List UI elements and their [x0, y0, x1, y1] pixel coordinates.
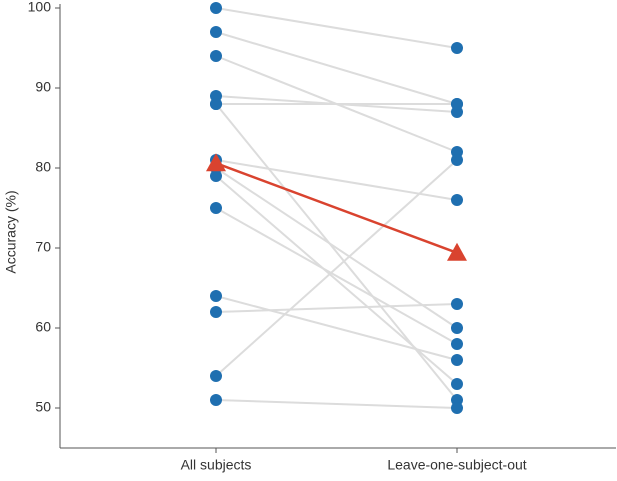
subject-point [451, 98, 463, 110]
subject-point [210, 306, 222, 318]
pair-line [215, 207, 458, 345]
pair-line [215, 399, 458, 409]
subject-point [210, 98, 222, 110]
pair-line [215, 167, 458, 329]
subject-point [451, 354, 463, 366]
subject-point [210, 26, 222, 38]
pair-line [215, 295, 458, 361]
y-tick-label: 70 [35, 239, 51, 255]
subject-point [451, 194, 463, 206]
pair-line [215, 159, 458, 201]
mean-line [215, 162, 458, 254]
y-tick-label: 90 [35, 79, 51, 95]
y-tick-label: 50 [35, 399, 51, 415]
subject-point [451, 338, 463, 350]
subject-point [451, 154, 463, 166]
mean-marker [206, 153, 226, 172]
subject-point [210, 290, 222, 302]
subject-point [451, 402, 463, 414]
subject-point [451, 322, 463, 334]
y-axis-label: Accuracy (%) [3, 190, 19, 273]
subject-point [210, 202, 222, 214]
subject-point [210, 2, 222, 14]
subject-point [210, 170, 222, 182]
pair-line [215, 7, 458, 49]
y-tick-label: 60 [35, 319, 51, 335]
pair-line [215, 103, 458, 401]
subject-point [451, 42, 463, 54]
pair-line [215, 159, 458, 377]
pair-line [215, 303, 458, 313]
subject-point [451, 298, 463, 310]
y-tick-label: 80 [35, 159, 51, 175]
subject-point [210, 370, 222, 382]
x-tick-label: Leave-one-subject-out [387, 457, 526, 473]
pair-line [215, 31, 458, 105]
subject-point [210, 50, 222, 62]
subject-point [451, 378, 463, 390]
y-tick-label: 100 [28, 0, 52, 15]
mean-marker [447, 242, 467, 261]
x-tick-label: All subjects [181, 457, 252, 473]
subject-point [210, 394, 222, 406]
